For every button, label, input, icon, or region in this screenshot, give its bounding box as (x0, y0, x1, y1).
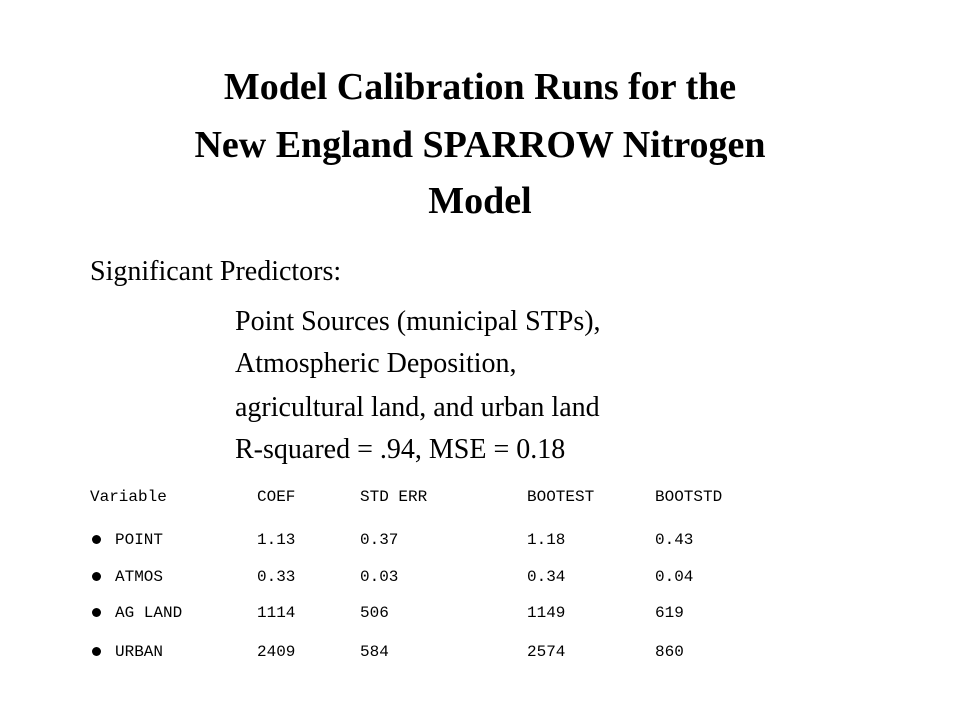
table-cell: 1114 (257, 604, 296, 622)
table-cell: 1.13 (257, 531, 296, 549)
predictor-item: R-squared = .94, MSE = 0.18 (235, 434, 566, 465)
title-line: Model Calibration Runs for the (223, 66, 737, 108)
table-cell: 0.33 (257, 568, 296, 586)
table-cell: 860 (655, 643, 684, 661)
bullet (92, 647, 101, 656)
table-cell: URBAN (115, 643, 164, 661)
bullet (92, 608, 101, 617)
table-header-cell: Variable (90, 488, 167, 506)
table-cell: 584 (360, 643, 389, 661)
predictor-item: agricultural land, and urban land (235, 392, 600, 423)
table-header-cell: BOOTEST (527, 488, 595, 506)
table-cell: ATMOS (115, 568, 164, 586)
table-cell: 619 (655, 604, 684, 622)
title-line: New England SPARROW Nitrogen (194, 124, 766, 166)
predictor-item: Point Sources (municipal STPs), (235, 306, 601, 337)
title-line: Model (428, 180, 532, 222)
bullet (92, 535, 101, 544)
table-cell: 1.18 (527, 531, 566, 549)
table-cell: 0.34 (527, 568, 566, 586)
table-header-cell: STD ERR (360, 488, 428, 506)
table-cell: 2574 (527, 643, 566, 661)
bullet (92, 572, 101, 581)
table-cell: 0.37 (360, 531, 399, 549)
predictor-item: Atmospheric Deposition, (235, 348, 517, 379)
table-header-cell: COEF (257, 488, 296, 506)
table-header-cell: BOOTSTD (655, 488, 723, 506)
table-cell: 0.04 (655, 568, 694, 586)
table-cell: POINT (115, 531, 164, 549)
table-cell: 1149 (527, 604, 566, 622)
table-cell: AG LAND (115, 604, 183, 622)
table-cell: 0.43 (655, 531, 694, 549)
predictors-heading: Significant Predictors: (90, 256, 342, 287)
table-cell: 0.03 (360, 568, 399, 586)
table-cell: 506 (360, 604, 389, 622)
table-cell: 2409 (257, 643, 296, 661)
